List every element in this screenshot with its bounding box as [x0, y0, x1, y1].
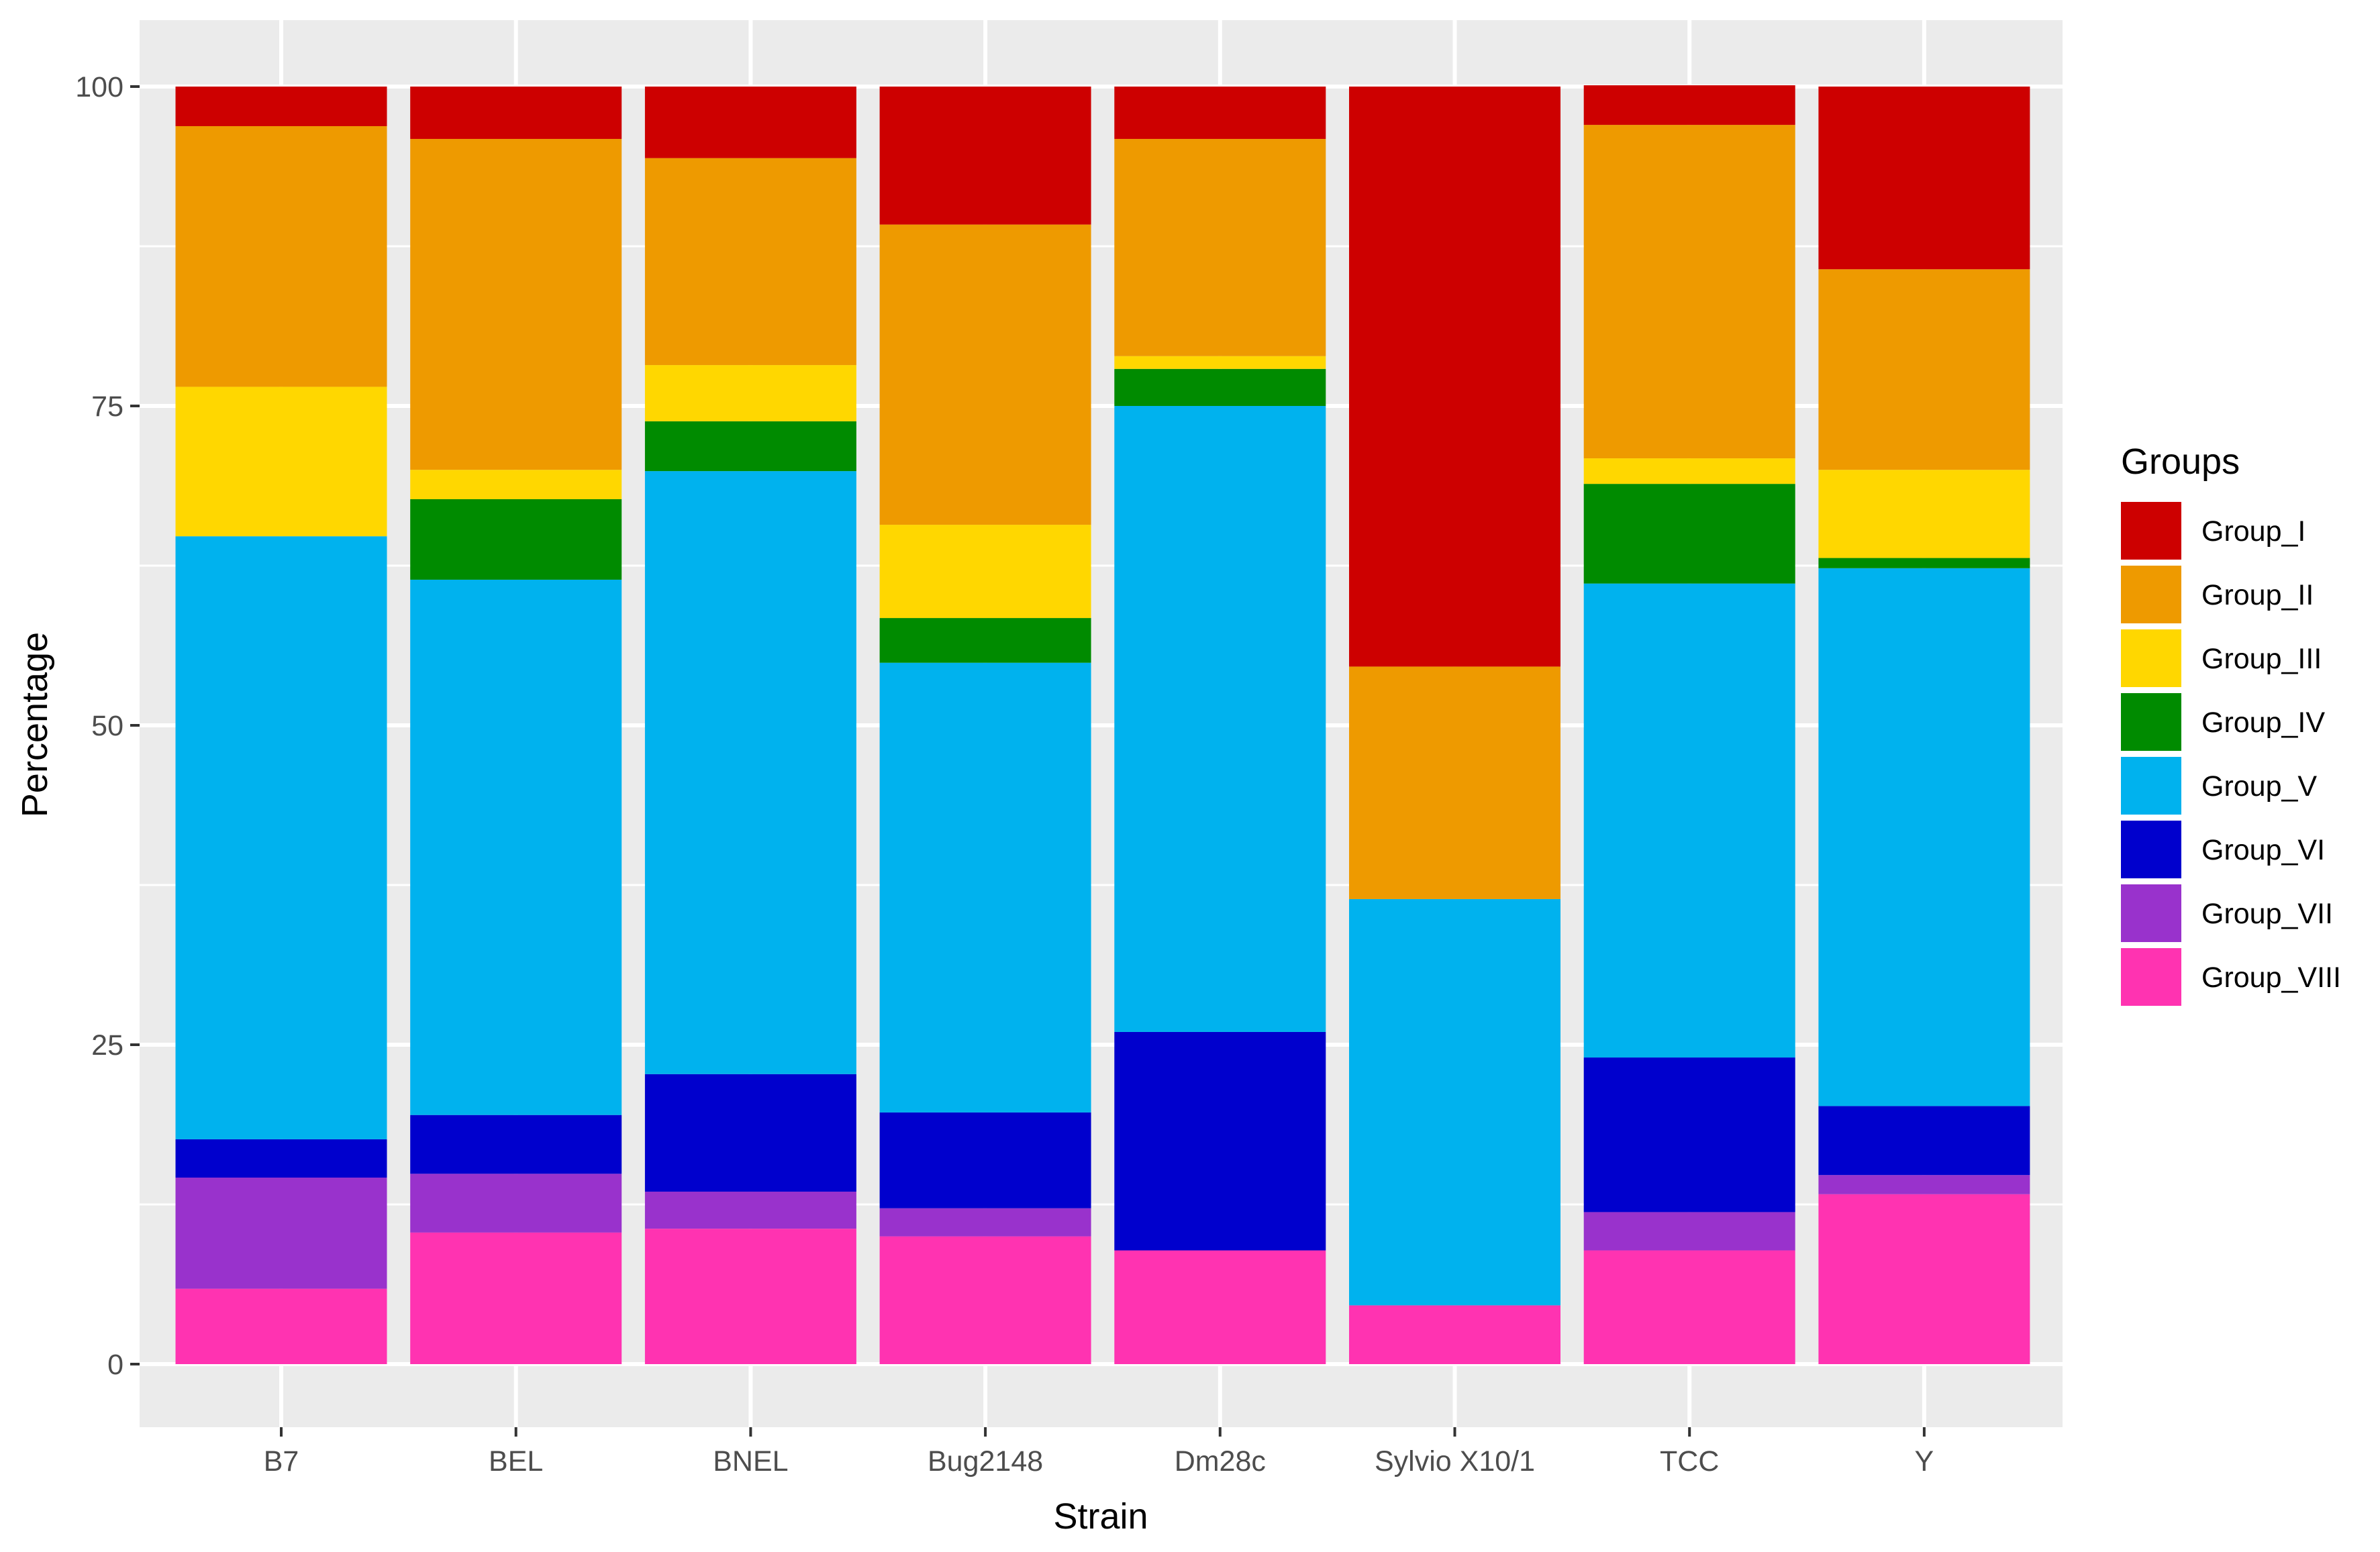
legend-title: Groups — [2121, 442, 2240, 482]
x-axis-title: Strain — [1053, 1496, 1148, 1537]
x-tick-label: Dm28c — [1175, 1445, 1266, 1478]
bar-segment-group-i — [879, 87, 1091, 225]
bar-segment-group-v — [1818, 568, 2030, 1106]
bar-segment-group-vi — [879, 1112, 1091, 1208]
x-tick-label: TCC — [1660, 1445, 1719, 1478]
y-tick-label: 100 — [75, 71, 123, 103]
legend: Groups Group_I Group_II Group_III Group_IV G… — [2121, 442, 2341, 1006]
bar-segment-group-vii — [1583, 1212, 1795, 1251]
bar-segment-group-viii — [644, 1229, 856, 1364]
bar-segment-group-ii — [175, 126, 387, 387]
bar-segment-group-i — [1818, 87, 2030, 270]
bar-segment-group-v — [410, 579, 622, 1115]
x-tick-label: Y — [1915, 1445, 1934, 1478]
legend-key — [2121, 629, 2181, 687]
bar-segment-group-iii — [1818, 470, 2030, 558]
bar-segment-group-i — [175, 87, 387, 127]
y-tick-label: 25 — [91, 1029, 123, 1062]
bar-segment-group-iii — [410, 470, 622, 499]
bar-segment-group-vi — [1114, 1031, 1326, 1251]
legend-label: Group_II — [2201, 579, 2314, 611]
bar-segment-group-i — [410, 87, 622, 140]
bar-segment-group-vi — [644, 1074, 856, 1192]
x-tick-label: Sylvio X10/1 — [1375, 1445, 1535, 1478]
bar-segment-group-viii — [1114, 1250, 1326, 1364]
legend-key — [2121, 566, 2181, 623]
legend-key — [2121, 502, 2181, 560]
y-axis-title: Percentage — [15, 632, 55, 817]
legend-label: Group_III — [2201, 643, 2322, 675]
legend-key — [2121, 821, 2181, 878]
legend-key — [2121, 884, 2181, 942]
legend-key — [2121, 757, 2181, 815]
bar-segment-group-iii — [879, 525, 1091, 619]
bar-segment-group-iv — [1818, 558, 2030, 568]
bar-segment-group-vii — [175, 1178, 387, 1289]
bar-segment-group-v — [1349, 898, 1560, 1306]
bar-segment-group-ii — [1818, 269, 2030, 470]
y-tick-label: 50 — [91, 710, 123, 742]
legend-label: Group_I — [2201, 515, 2305, 548]
bar-segment-group-viii — [410, 1232, 622, 1364]
bar-segment-group-viii — [175, 1288, 387, 1364]
bar-segment-group-vii — [879, 1208, 1091, 1237]
bar-segment-group-viii — [1818, 1194, 2030, 1364]
x-tick-label: BNEL — [713, 1445, 788, 1478]
bar-segment-group-v — [1114, 406, 1326, 1032]
bar-segment-group-v — [644, 471, 856, 1074]
bar-segment-group-ii — [879, 224, 1091, 525]
bar-segment-group-iii — [175, 386, 387, 537]
bar-segment-group-i — [1349, 87, 1560, 667]
bar-segment-group-i — [1583, 85, 1795, 125]
bar-segment-group-viii — [1583, 1250, 1795, 1364]
x-tick-label: Bug2148 — [928, 1445, 1043, 1478]
bar-segment-group-ii — [1583, 125, 1795, 459]
x-axis: B7 BEL BNEL Bug2148 Dm28c Sylvio X10/1 TCC Y — [264, 1427, 1934, 1478]
legend-label: Group_VII — [2201, 898, 2333, 930]
bar-segment-group-vi — [175, 1139, 387, 1178]
legend-label: Group_V — [2201, 770, 2317, 803]
bar-segment-group-vii — [644, 1191, 856, 1229]
bar-segment-group-viii — [879, 1236, 1091, 1364]
bar-segment-group-iii — [1114, 356, 1326, 369]
legend-key — [2121, 948, 2181, 1006]
bar-segment-group-v — [879, 662, 1091, 1113]
bar-segment-group-ii — [410, 139, 622, 470]
y-axis: 0 25 50 75 100 — [75, 71, 140, 1381]
bar-segment-group-i — [1114, 87, 1326, 140]
legend-label: Group_IV — [2201, 707, 2325, 739]
bar-segment-group-viii — [1349, 1305, 1560, 1364]
legend-key — [2121, 693, 2181, 751]
bar-segment-group-i — [644, 87, 856, 158]
bar-segment-group-iii — [1583, 458, 1795, 484]
bar-segment-group-vii — [1818, 1175, 2030, 1194]
bar-segment-group-vi — [1583, 1057, 1795, 1212]
legend-label: Group_VI — [2201, 834, 2325, 866]
y-tick-label: 0 — [107, 1349, 123, 1381]
bar-segment-group-v — [175, 536, 387, 1139]
bar-segment-group-ii — [1349, 666, 1560, 899]
x-tick-label: BEL — [489, 1445, 543, 1478]
bar-segment-group-vi — [1818, 1106, 2030, 1176]
bar-segment-group-iv — [410, 499, 622, 580]
bar-segment-group-iv — [879, 618, 1091, 663]
bar-segment-group-iv — [1114, 368, 1326, 406]
legend-label: Group_VIII — [2201, 962, 2341, 994]
bar-segment-group-vi — [410, 1115, 622, 1174]
bar-segment-group-iv — [1583, 484, 1795, 584]
bar-segment-group-ii — [1114, 139, 1326, 356]
bar-segment-group-iv — [644, 421, 856, 472]
bar-segment-group-ii — [644, 158, 856, 366]
x-tick-label: B7 — [264, 1445, 299, 1478]
bar-segment-group-iii — [644, 365, 856, 421]
bars — [175, 85, 2030, 1364]
y-tick-label: 75 — [91, 391, 123, 423]
bar-segment-group-v — [1583, 583, 1795, 1058]
bar-segment-group-vii — [410, 1174, 622, 1233]
